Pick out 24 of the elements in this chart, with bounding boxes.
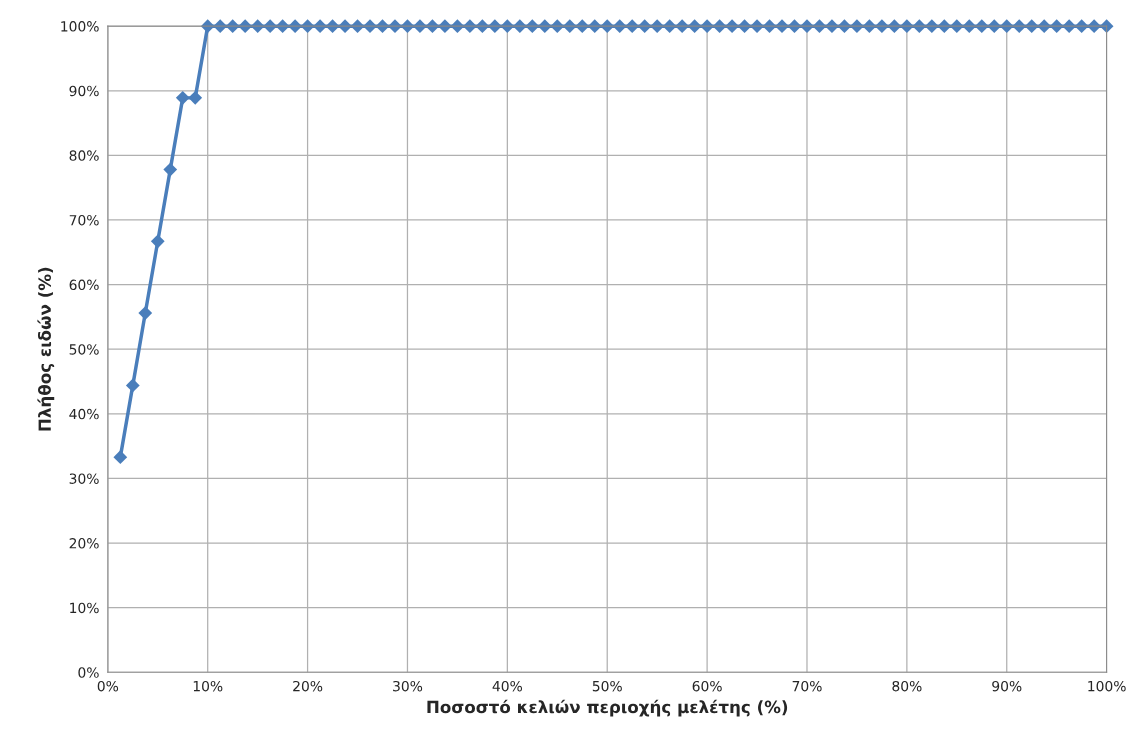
y-tick-label: 90% [69, 85, 99, 97]
x-tick-label: 50% [592, 680, 622, 692]
x-tick-label: 40% [492, 680, 523, 692]
x-tick-label: 10% [193, 680, 223, 692]
x-tick-label: 60% [692, 680, 722, 692]
y-axis-title: Πλήθος ειδών (%) [37, 267, 55, 431]
x-tick-label: 30% [393, 680, 423, 692]
y-tick-label: 70% [69, 214, 99, 226]
y-tick-label: 100% [61, 21, 99, 32]
y-tick-label: 0% [78, 667, 99, 678]
x-tick-label: 20% [293, 680, 323, 692]
y-tick-label: 10% [70, 602, 99, 614]
y-tick-label: 50% [69, 344, 99, 355]
y-tick-label: 40% [69, 408, 99, 420]
y-tick-label: 30% [69, 473, 99, 484]
y-tick-label: 20% [69, 538, 99, 549]
x-tick-label: 90% [992, 680, 1022, 692]
x-tick-label: 0% [97, 680, 119, 692]
y-tick-label: 60% [69, 279, 99, 291]
y-tick-label: 80% [69, 150, 99, 161]
x-axis-title: Ποσοστό κελιών περιοχής μελέτης (%) [427, 699, 788, 717]
x-tick-label: 100% [1088, 680, 1126, 692]
x-tick-label: 70% [792, 680, 822, 692]
x-tick-label: 80% [892, 680, 922, 692]
